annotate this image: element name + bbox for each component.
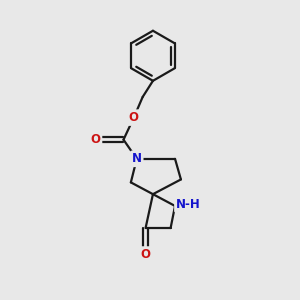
Text: O: O xyxy=(129,111,139,124)
Text: O: O xyxy=(141,248,151,261)
Text: N: N xyxy=(132,152,142,165)
Text: O: O xyxy=(91,133,100,146)
Text: N-H: N-H xyxy=(176,198,201,211)
